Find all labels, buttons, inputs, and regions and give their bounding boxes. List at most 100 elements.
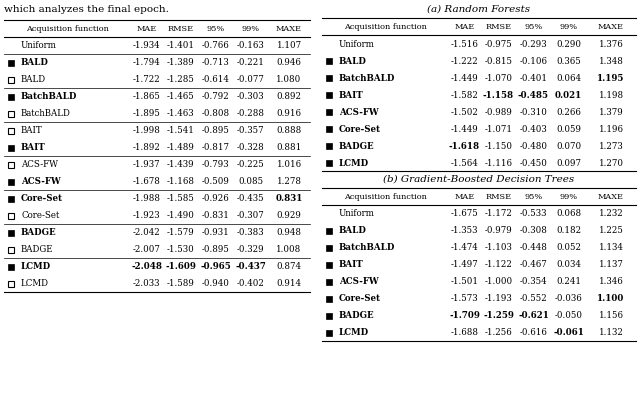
- Text: 99%: 99%: [559, 23, 577, 31]
- Text: -1.794: -1.794: [132, 58, 161, 67]
- Text: -1.618: -1.618: [449, 142, 480, 151]
- Text: -2.048: -2.048: [131, 262, 162, 271]
- Text: -0.817: -0.817: [202, 143, 230, 152]
- Text: Core-Set: Core-Set: [339, 294, 381, 303]
- Text: MAE: MAE: [136, 25, 157, 33]
- Text: BatchBALD: BatchBALD: [21, 92, 77, 101]
- Text: Uniform: Uniform: [339, 40, 375, 49]
- Text: -1.449: -1.449: [451, 125, 478, 134]
- Text: -1.678: -1.678: [132, 177, 161, 186]
- Text: 99%: 99%: [559, 193, 577, 201]
- Text: -0.815: -0.815: [484, 57, 513, 66]
- Text: -1.892: -1.892: [132, 143, 161, 152]
- Bar: [8, 213, 14, 219]
- Text: 0.059: 0.059: [556, 125, 581, 134]
- Bar: [326, 228, 332, 234]
- Text: 0.064: 0.064: [556, 74, 581, 83]
- Text: -1.116: -1.116: [484, 159, 513, 168]
- Text: -0.403: -0.403: [520, 125, 547, 134]
- Bar: [8, 179, 14, 185]
- Text: 0.182: 0.182: [556, 226, 581, 235]
- Text: MAE: MAE: [454, 23, 475, 31]
- Bar: [8, 230, 14, 236]
- Text: BAIT: BAIT: [339, 260, 364, 269]
- Text: -1.516: -1.516: [451, 40, 479, 49]
- Text: -0.310: -0.310: [520, 108, 547, 117]
- Bar: [8, 94, 14, 100]
- Text: -0.221: -0.221: [237, 58, 264, 67]
- Text: -0.965: -0.965: [200, 262, 231, 271]
- Text: -1.564: -1.564: [451, 159, 478, 168]
- Text: 1.080: 1.080: [276, 75, 301, 84]
- Text: -0.467: -0.467: [520, 260, 547, 269]
- Text: RMSE: RMSE: [485, 193, 511, 201]
- Text: -1.998: -1.998: [132, 126, 161, 136]
- Text: -0.614: -0.614: [202, 75, 229, 84]
- Text: 0.068: 0.068: [556, 209, 581, 218]
- Text: Acquisition function: Acquisition function: [344, 23, 426, 31]
- Text: -1.490: -1.490: [166, 211, 195, 220]
- Text: -0.050: -0.050: [554, 311, 582, 320]
- Text: -1.122: -1.122: [484, 260, 513, 269]
- Text: 0.241: 0.241: [556, 277, 581, 286]
- Text: -1.158: -1.158: [483, 91, 514, 100]
- Text: BALD: BALD: [21, 75, 46, 84]
- Text: 1.137: 1.137: [598, 260, 623, 269]
- Text: -1.501: -1.501: [451, 277, 479, 286]
- Text: 0.365: 0.365: [556, 57, 581, 66]
- Text: -1.256: -1.256: [484, 328, 513, 337]
- Text: -1.865: -1.865: [132, 92, 161, 101]
- Text: 0.948: 0.948: [276, 228, 301, 237]
- Text: -1.401: -1.401: [166, 41, 195, 51]
- Text: -0.288: -0.288: [237, 109, 264, 118]
- Bar: [326, 109, 332, 115]
- Text: -1.259: -1.259: [483, 311, 514, 320]
- Text: -1.895: -1.895: [132, 109, 161, 118]
- Text: 0.085: 0.085: [238, 177, 263, 186]
- Text: 0.946: 0.946: [276, 58, 301, 67]
- Text: -1.582: -1.582: [451, 91, 479, 100]
- Text: 0.892: 0.892: [276, 92, 301, 101]
- Text: -1.439: -1.439: [166, 160, 195, 169]
- Text: RMSE: RMSE: [168, 25, 193, 33]
- Text: Core-Set: Core-Set: [339, 125, 381, 134]
- Text: 1.107: 1.107: [276, 41, 301, 51]
- Text: -1.489: -1.489: [166, 143, 195, 152]
- Text: -0.509: -0.509: [202, 177, 229, 186]
- Text: Uniform: Uniform: [21, 41, 57, 51]
- Text: -0.621: -0.621: [518, 311, 549, 320]
- Text: -1.150: -1.150: [484, 142, 513, 151]
- Text: -1.934: -1.934: [132, 41, 160, 51]
- Text: -1.609: -1.609: [165, 262, 196, 271]
- Bar: [8, 247, 14, 253]
- Text: -0.533: -0.533: [520, 209, 547, 218]
- Text: 95%: 95%: [206, 25, 225, 33]
- Text: -1.222: -1.222: [451, 57, 478, 66]
- Text: -1.168: -1.168: [166, 177, 195, 186]
- Text: -0.450: -0.450: [520, 159, 547, 168]
- Bar: [326, 313, 332, 319]
- Text: 1.348: 1.348: [598, 57, 623, 66]
- Text: 0.290: 0.290: [556, 40, 581, 49]
- Bar: [8, 264, 14, 270]
- Text: 0.052: 0.052: [556, 243, 581, 252]
- Bar: [326, 58, 332, 64]
- Text: -0.293: -0.293: [520, 40, 547, 49]
- Text: 1.278: 1.278: [276, 177, 301, 186]
- Text: -1.937: -1.937: [132, 160, 160, 169]
- Text: BAIT: BAIT: [21, 126, 43, 136]
- Bar: [326, 279, 332, 285]
- Text: -1.070: -1.070: [484, 74, 513, 83]
- Text: 0.914: 0.914: [276, 279, 301, 288]
- Text: 1.225: 1.225: [598, 226, 623, 235]
- Text: 1.195: 1.195: [597, 74, 625, 83]
- Text: -0.061: -0.061: [553, 328, 584, 337]
- Text: -1.172: -1.172: [484, 209, 513, 218]
- Text: 1.100: 1.100: [597, 294, 625, 303]
- Text: -1.688: -1.688: [451, 328, 479, 337]
- Text: -1.103: -1.103: [484, 243, 513, 252]
- Text: -0.303: -0.303: [237, 92, 264, 101]
- Text: -1.530: -1.530: [166, 245, 195, 254]
- Text: Acquisition function: Acquisition function: [344, 193, 426, 201]
- Text: LCMD: LCMD: [339, 328, 369, 337]
